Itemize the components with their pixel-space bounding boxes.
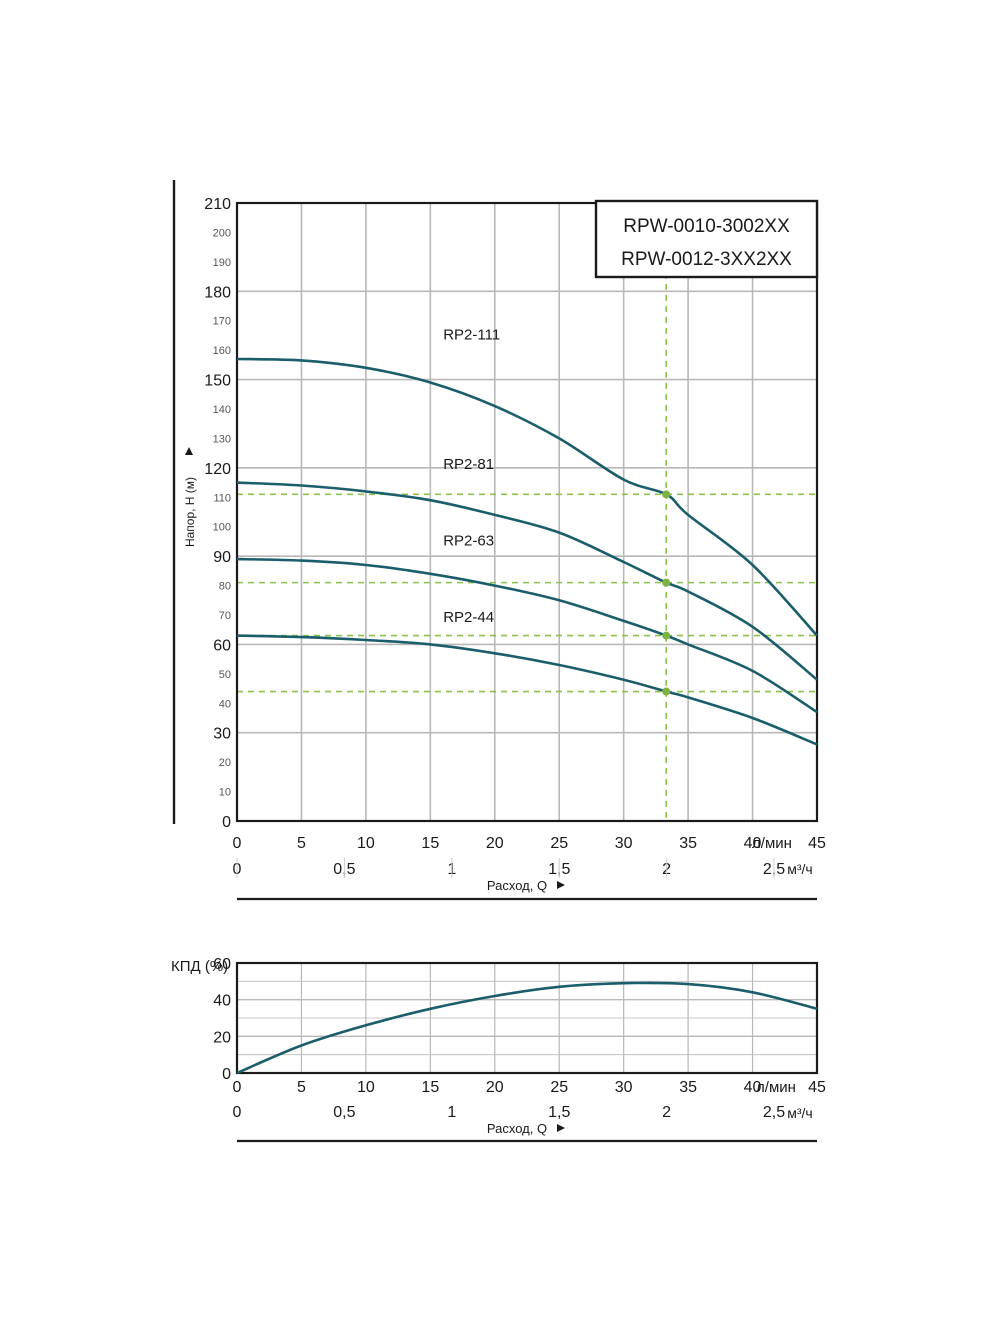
eff-x-tick-label: 30 — [615, 1079, 633, 1096]
eff-x-unit-secondary: м³/ч — [787, 1105, 812, 1121]
head-y-minor-tick-label: 20 — [219, 757, 231, 769]
head-y-minor-tick-label: 110 — [213, 492, 231, 504]
head-x-tick-label: 30 — [615, 835, 633, 852]
head-y-minor-tick-label: 80 — [219, 581, 231, 593]
head-x-tick-label: 15 — [421, 835, 439, 852]
head-y-minor-tick-label: 40 — [219, 698, 231, 710]
duty-point-3 — [662, 687, 671, 696]
head-plot-frame — [235, 201, 819, 823]
curve-rp2-63 — [236, 557, 818, 714]
head-y-minor-tick-label: 100 — [213, 522, 231, 534]
head-x-tick-label: 40 — [744, 835, 762, 852]
eff-x2-tick-label: 0,5 — [333, 1104, 355, 1121]
duty-point-1 — [662, 578, 671, 587]
eff-y-tick-label: 40 — [213, 993, 231, 1010]
eff-y-tick-label: 0 — [222, 1066, 231, 1083]
eff-x-axis-arrow-icon — [557, 1124, 565, 1132]
head-x-axis-title: Расход, Q — [487, 878, 547, 893]
eff-x-tick-label: 40 — [744, 1079, 762, 1096]
eff-x2-tick-label: 2,5 — [763, 1104, 785, 1121]
model-name-2: RPW-0012-3XX2XX — [621, 249, 792, 270]
head-y-minor-tick-label: 190 — [213, 257, 231, 269]
eff-x2-tick-label: 0 — [233, 1104, 242, 1121]
head-x-tick-label: 5 — [297, 835, 306, 852]
head-x-tick-label: 45 — [808, 835, 826, 852]
model-box — [594, 199, 819, 279]
eff-x-tick-label: 0 — [233, 1079, 242, 1096]
head-y-minor-tick-label: 70 — [219, 610, 231, 622]
duty-point-0 — [662, 490, 671, 499]
head-y-minor-tick-label: 130 — [213, 433, 231, 445]
eff-plot-frame — [235, 961, 819, 1075]
eff-y-axis-title: КПД (%) — [171, 958, 228, 975]
eff-x-tick-label: 20 — [486, 1079, 504, 1096]
head-x-axis-arrow-icon — [557, 881, 565, 889]
eff-y-tick-label: 20 — [213, 1029, 231, 1046]
head-y-major-tick-label: 90 — [213, 549, 231, 566]
eff-x-tick-label: 10 — [357, 1079, 375, 1096]
head-y-minor-tick-label: 50 — [219, 669, 231, 681]
eff-x-tick-label: 15 — [421, 1079, 439, 1096]
eff-x-tick-label: 45 — [808, 1079, 826, 1096]
head-y-major-tick-label: 60 — [213, 637, 231, 654]
head-y-major-tick-label: 180 — [204, 284, 231, 301]
head-y-minor-tick-label: 200 — [213, 227, 231, 239]
curve-label-rp2-44: RP2-44 — [443, 609, 494, 626]
eff-x2-tick-label: 2 — [662, 1104, 671, 1121]
head-y-minor-tick-label: 10 — [219, 787, 231, 799]
head-x-tick-label: 10 — [357, 835, 375, 852]
head-y-minor-tick-label: 170 — [213, 316, 231, 328]
head-x-tick-label: 20 — [486, 835, 504, 852]
head-x-unit-primary: л/мин — [752, 835, 792, 852]
curve-rp2-81 — [236, 481, 818, 681]
curve-rp2-44 — [236, 634, 818, 746]
head-y-major-tick-label: 210 — [204, 196, 231, 213]
eff-x-tick-label: 35 — [679, 1079, 697, 1096]
head-y-minor-tick-label: 160 — [213, 345, 231, 357]
model-name-1: RPW-0010-3002XX — [623, 216, 790, 237]
head-y-axis-arrow-icon — [185, 447, 193, 455]
curve-efficiency — [236, 981, 818, 1075]
curve-rp2-111 — [236, 357, 818, 637]
duty-point-2 — [662, 631, 671, 640]
head-y-major-tick-label: 150 — [204, 373, 231, 390]
eff-x2-tick-label: 1 — [447, 1104, 456, 1121]
head-x-unit-secondary: м³/ч — [787, 861, 812, 877]
head-y-major-tick-label: 30 — [213, 726, 231, 743]
eff-x-tick-label: 5 — [297, 1079, 306, 1096]
head-y-major-tick-label: 0 — [222, 814, 231, 831]
eff-y-tick-label: 60 — [213, 956, 231, 973]
head-x-tick-label: 0 — [233, 835, 242, 852]
eff-x2-tick-label: 1,5 — [548, 1104, 570, 1121]
eff-x-tick-label: 25 — [550, 1079, 568, 1096]
head-y-minor-tick-label: 140 — [213, 404, 231, 416]
curve-label-rp2-81: RP2-81 — [443, 456, 494, 473]
head-y-axis-title: Напор, Н (м) — [183, 477, 197, 547]
eff-x-axis-title: Расход, Q — [487, 1121, 547, 1136]
eff-x-unit-primary: л/мин — [756, 1079, 796, 1096]
head-y-major-tick-label: 120 — [204, 461, 231, 478]
head-x-tick-label: 25 — [550, 835, 568, 852]
curve-label-rp2-63: RP2-63 — [443, 532, 494, 549]
curve-label-rp2-111: RP2-111 — [443, 326, 500, 343]
head-x-tick-label: 35 — [679, 835, 697, 852]
